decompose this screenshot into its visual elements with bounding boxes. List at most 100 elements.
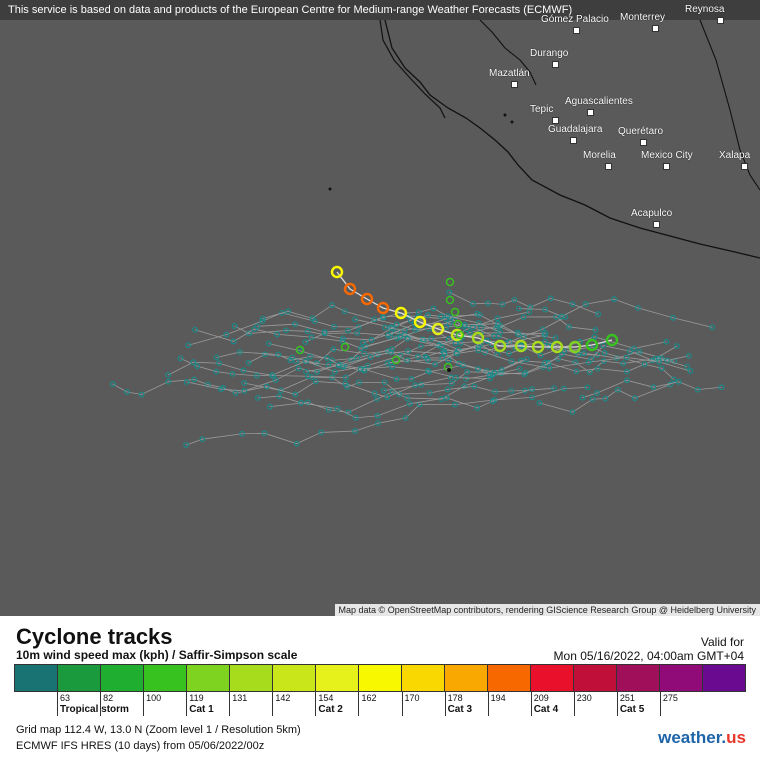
ensemble-point [523,356,530,363]
ensemble-point [239,430,246,437]
ensemble-point [520,314,527,320]
city-name: Reynosa [685,4,725,15]
ensemble-point [684,363,690,370]
ensemble-point [307,353,313,360]
scale-tick-line [143,692,145,716]
ensemble-point [579,394,586,401]
ensemble-point [613,355,620,361]
ensemble-point [508,387,515,394]
scale-tick-line [444,692,446,716]
ensemble-point [325,361,332,368]
ensemble-point [664,357,671,364]
ensemble-point [321,329,328,335]
category-label: Cat 2 [318,704,343,715]
ensemble-track [518,298,713,328]
main-track-point [413,315,427,329]
ensemble-point [494,351,501,358]
ensemble-point [217,386,224,393]
scale-segment [703,665,745,691]
scale-segment [101,665,144,691]
ensemble-point [375,420,381,427]
ensemble-point [709,324,716,331]
ensemble-track [244,376,555,395]
ensemble-point [495,320,502,327]
legend-subtitle: 10m wind speed max (kph) / Saffir-Simpso… [16,648,298,662]
city-label: Monterrey [620,12,665,32]
ensemble-point [404,335,411,342]
ensemble-point [404,357,411,364]
scale-tick-label: 119 [189,693,204,703]
ensemble-point [498,367,505,373]
valid-label: Valid for [700,635,744,649]
city-marker [741,163,748,170]
ensemble-point [305,373,311,380]
scale-segment [574,665,617,691]
map-canvas[interactable] [0,0,760,616]
ensemble-point [213,354,220,361]
scale-tick-line [272,692,274,716]
scale-tick-label: 209 [533,693,549,703]
ensemble-point [265,340,272,347]
ensemble-point [229,371,236,377]
ensemble-track [539,384,671,413]
ensemble-point [551,385,557,392]
main-track-point [493,339,507,353]
ensemble-point [216,360,222,367]
ensemble-point [254,323,261,330]
ensemble-point [213,368,220,375]
ensemble-point [382,324,388,331]
island-dot [503,113,507,117]
ensemble-point [384,394,391,401]
main-track-point [394,306,408,320]
ensemble-point [387,349,394,356]
ensemble-point [670,314,676,321]
category-label: Cat 4 [533,704,559,715]
ensemble-point [595,311,602,318]
map-view[interactable]: This service is based on data and produc… [0,0,760,616]
brand-main: weather. [658,728,727,747]
ensemble-point [251,326,258,333]
ensemble-point [620,360,627,367]
ensemble-point [694,386,701,393]
ensemble-point [367,354,374,361]
ensemble-point [558,313,565,320]
ensemble-point [542,338,548,345]
city-name: Guadalajara [548,124,603,135]
weather-us-logo[interactable]: weather.us [658,728,746,748]
scale-tick-label: 178 [447,693,463,703]
ensemble-point [342,374,349,381]
ensemble-point [463,375,469,382]
ensemble-point [236,349,243,355]
ensemble-point [309,315,316,322]
ensemble-point [561,348,568,355]
ensemble-point [389,346,395,352]
ensemble-point [547,295,554,302]
ensemble-point [485,300,491,307]
ensemble-point [232,390,239,397]
ensemble-point [582,301,589,308]
ensemble-point [452,374,459,381]
ensemble-point [259,315,266,322]
ensemble-point [298,399,304,406]
secondary-track-point [340,342,350,352]
scale-segment [230,665,273,691]
city-name: Xalapa [719,150,751,161]
scale-tick-line [186,692,188,716]
city-name: Tepic [530,104,554,115]
ensemble-point [425,356,431,363]
ensemble-point [335,362,342,369]
ensemble-point [475,347,482,354]
category-label: Cat 5 [619,704,645,715]
ensemble-point [295,365,302,372]
ensemble-point [330,346,337,353]
city-label: Tepic [530,104,559,124]
ensemble-point [374,396,380,402]
category-label: Cat 1 [189,704,214,715]
mainland-coastline [384,19,760,259]
ensemble-point [397,333,403,340]
ensemble-point [456,360,462,367]
ensemble-point [329,357,336,364]
city-label: Reynosa [685,4,725,24]
ensemble-point [546,365,553,372]
ecmwf-banner: This service is based on data and produc… [0,0,760,20]
